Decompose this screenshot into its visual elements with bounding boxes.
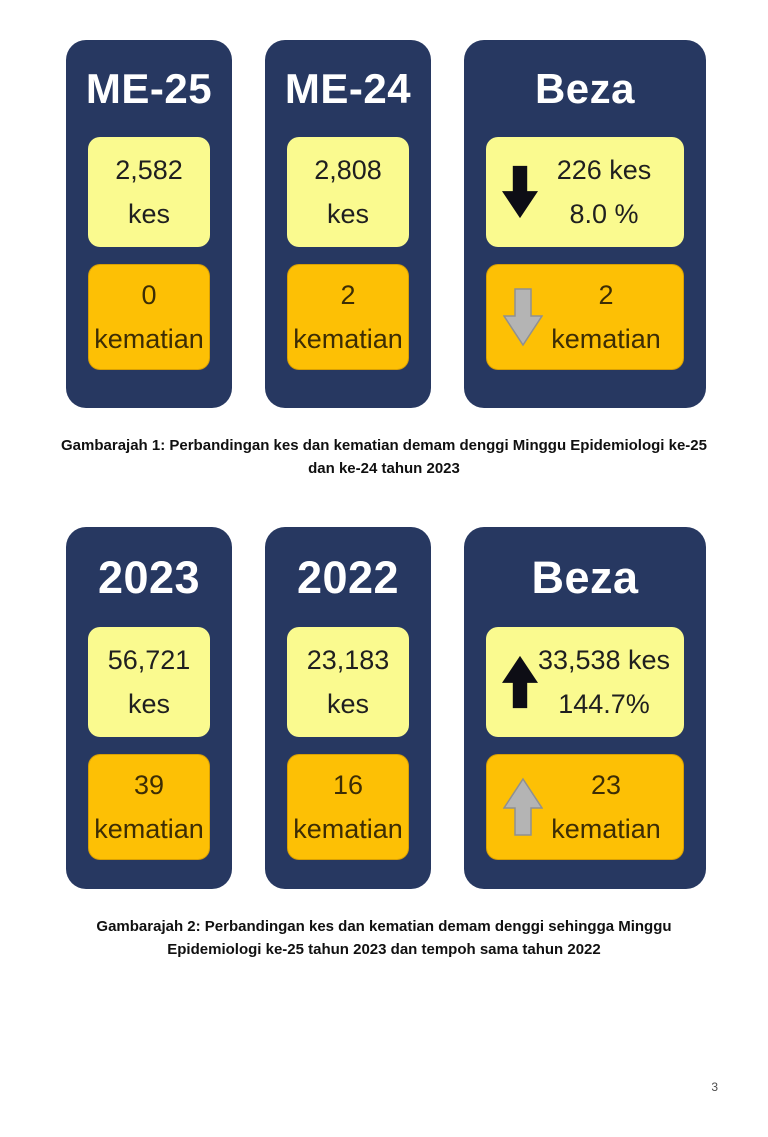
deaths-label: kematian xyxy=(293,814,403,844)
card-2022: 2022 23,183 kes 16 kematian xyxy=(265,526,431,889)
beza-weekly-deaths-text: 2 kematian xyxy=(543,273,669,361)
card-2022-cases-box: 23,183 kes xyxy=(287,627,409,737)
up-arrow-icon xyxy=(503,772,543,842)
cases-label: kes xyxy=(127,199,171,230)
card-me25-cases-box: 2,582 kes xyxy=(88,137,210,248)
cases-label: kes xyxy=(127,689,171,719)
beza-weekly-cases-text: 226 kes 8.0 % xyxy=(538,148,670,236)
beza-cases-value: 33,538 kes xyxy=(537,645,671,675)
beza-yearly-cases-box: 33,538 kes 144.7% xyxy=(486,627,684,737)
down-arrow-icon xyxy=(502,162,538,222)
report-page: ME-25 2,582 kes 0 kematian ME-24 2,808 k… xyxy=(0,40,768,1137)
beza-cases-percent: 144.7% xyxy=(558,689,650,719)
deaths-label: kematian xyxy=(94,324,204,355)
page-number: 3 xyxy=(711,1080,718,1094)
figure2-cards-row: 2023 56,721 kes 39 kematian 2022 23,183 … xyxy=(0,526,768,889)
figure-2: 2023 56,721 kes 39 kematian 2022 23,183 … xyxy=(0,526,768,962)
figure-1: ME-25 2,582 kes 0 kematian ME-24 2,808 k… xyxy=(0,40,768,481)
card-me25-title: ME-25 xyxy=(85,65,213,112)
card-me25-deaths-box: 0 kematian xyxy=(88,264,210,371)
beza-weekly-cases-box: 226 kes 8.0 % xyxy=(486,137,684,248)
beza-weekly-deaths-box: 2 kematian xyxy=(486,264,684,371)
cases-label: kes xyxy=(326,199,370,230)
beza-cases-value: 226 kes xyxy=(556,155,652,186)
card-me24-cases-box: 2,808 kes xyxy=(287,137,409,248)
cases-value: 23,183 xyxy=(306,645,390,675)
card-me24-title: ME-24 xyxy=(284,65,412,112)
beza-deaths-label: kematian xyxy=(551,324,661,355)
cases-value: 2,808 xyxy=(314,155,382,186)
card-me24: ME-24 2,808 kes 2 kematian xyxy=(265,40,431,408)
beza-deaths-value: 2 xyxy=(598,280,614,311)
card-beza-yearly: Beza 33,538 kes 144.7% 23 xyxy=(464,526,706,889)
card-2023-cases-box: 56,721 kes xyxy=(88,627,210,737)
deaths-value: 39 xyxy=(133,770,165,800)
beza-yearly-deaths-text: 23 kematian xyxy=(543,763,669,851)
deaths-value: 16 xyxy=(332,770,364,800)
up-arrow-icon xyxy=(501,652,538,712)
deaths-value: 0 xyxy=(141,280,157,311)
card-beza-weekly: Beza 226 kes 8.0 % 2 k xyxy=(464,40,706,408)
card-beza-weekly-title: Beza xyxy=(534,65,636,112)
card-2023-deaths-box: 39 kematian xyxy=(88,754,210,860)
card-beza-yearly-title: Beza xyxy=(531,551,639,603)
card-2023: 2023 56,721 kes 39 kematian xyxy=(66,526,232,889)
figure2-caption: Gambarajah 2: Perbandingan kes dan kemat… xyxy=(96,917,672,958)
beza-yearly-deaths-box: 23 kematian xyxy=(486,754,684,860)
deaths-label: kematian xyxy=(293,324,403,355)
card-2022-title: 2022 xyxy=(296,551,400,603)
beza-cases-percent: 8.0 % xyxy=(569,199,639,230)
deaths-label: kematian xyxy=(94,814,204,844)
beza-deaths-label: kematian xyxy=(551,814,661,844)
card-me25: ME-25 2,582 kes 0 kematian xyxy=(66,40,232,408)
cases-value: 2,582 xyxy=(115,155,183,186)
deaths-value: 2 xyxy=(340,280,356,311)
beza-yearly-cases-text: 33,538 kes 144.7% xyxy=(538,638,670,726)
card-2023-title: 2023 xyxy=(97,551,201,603)
down-arrow-icon xyxy=(503,282,543,352)
cases-label: kes xyxy=(326,689,370,719)
card-me24-deaths-box: 2 kematian xyxy=(287,264,409,371)
card-2022-deaths-box: 16 kematian xyxy=(287,754,409,860)
figure1-caption: Gambarajah 1: Perbandingan kes dan kemat… xyxy=(61,437,707,478)
beza-deaths-value: 23 xyxy=(590,770,622,800)
cases-value: 56,721 xyxy=(107,645,191,675)
figure1-cards-row: ME-25 2,582 kes 0 kematian ME-24 2,808 k… xyxy=(0,40,768,408)
